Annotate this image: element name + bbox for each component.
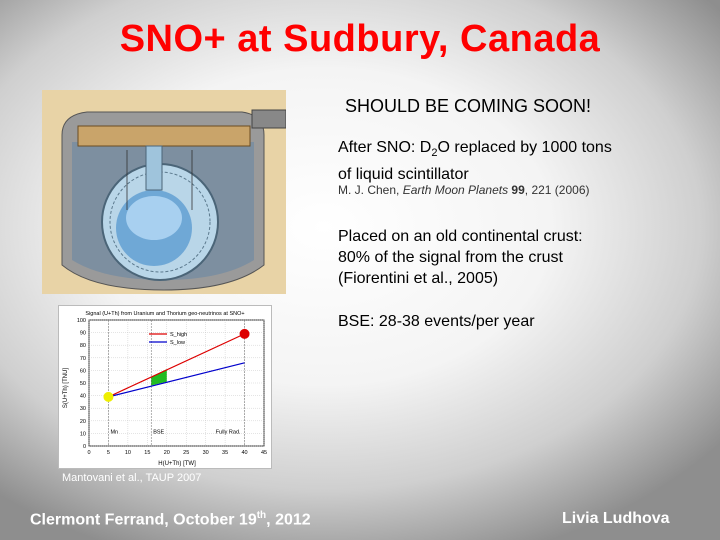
- y-tick-label: 90: [80, 331, 86, 337]
- crust-text-b: 80% of the signal from the crust: [338, 249, 563, 266]
- y-tick-label: 60: [80, 368, 86, 374]
- crust-text-c: (Fiorentini et al., 2005): [338, 270, 499, 287]
- annotation-label: Mn: [110, 429, 118, 435]
- annotation-label: Fully Rad.: [216, 429, 241, 435]
- chart-caption: Mantovani et al., TAUP 2007: [62, 472, 202, 484]
- scintillator-text-a: After SNO: D: [338, 139, 432, 156]
- mn-point: [103, 391, 114, 402]
- ref-journal: Earth Moon Planets: [402, 183, 509, 197]
- x-tick-label: 45: [261, 450, 267, 456]
- x-tick-label: 5: [107, 450, 110, 456]
- footer-date-a: Clermont Ferrand, October 19: [30, 511, 257, 529]
- y-tick-label: 30: [80, 406, 86, 412]
- y-tick-label: 80: [80, 343, 86, 349]
- slide-title: SNO+ at Sudbury, Canada: [119, 18, 601, 60]
- crust-text: Placed on an old continental crust: 80% …: [338, 226, 678, 289]
- footer-location-date: Clermont Ferrand, October 19th, 2012: [30, 510, 311, 529]
- x-tick-label: 25: [183, 450, 189, 456]
- series-line-S_low: [108, 362, 245, 398]
- y-tick-label: 50: [80, 381, 86, 387]
- d2o-subscript: 2: [431, 147, 438, 160]
- y-tick-label: 40: [80, 394, 86, 400]
- y-tick-label: 20: [80, 419, 86, 425]
- fully-rad-point: [239, 328, 250, 339]
- bse-events-text: BSE: 28-38 events/per year: [338, 313, 535, 330]
- coming-soon-text: SHOULD BE COMING SOON!: [345, 96, 592, 116]
- y-tick-label: 70: [80, 356, 86, 362]
- ref-pages: , 221 (2006): [524, 183, 590, 197]
- x-tick-label: 20: [164, 450, 170, 456]
- ref-author: M. J. Chen,: [338, 183, 403, 197]
- scintillator-text-c: of liquid scintillator: [338, 166, 469, 184]
- geoneutrino-signal-chart: Signal (U+Th) from Uranium and Thorium g…: [58, 305, 272, 469]
- detector-drawing: [42, 90, 287, 294]
- ref-volume: 99: [508, 183, 525, 197]
- scintillator-text: After SNO: D2O replaced by 1000 tons of …: [338, 137, 678, 185]
- y-tick-label: 0: [83, 444, 86, 450]
- chart-ylabel: S(U+Th) [TNU]: [63, 368, 69, 409]
- x-tick-label: 10: [125, 450, 131, 456]
- footer-date-sup: th: [256, 510, 267, 521]
- x-tick-label: 35: [222, 450, 228, 456]
- x-tick-label: 15: [144, 450, 150, 456]
- scintillator-text-b: O replaced by 1000 tons: [437, 139, 612, 156]
- series-line-S_high: [108, 333, 245, 398]
- footer-date-b: , 2012: [266, 511, 311, 529]
- crust-text-a: Placed on an old continental crust:: [338, 228, 583, 245]
- legend-label-S_low: S_low: [170, 340, 185, 346]
- x-tick-label: 30: [203, 450, 209, 456]
- footer-author: Livia Ludhova: [562, 510, 670, 527]
- bse-band: [151, 369, 167, 386]
- x-tick-label: 40: [241, 450, 247, 456]
- sno-detector-illustration: [42, 90, 287, 294]
- annotation-label: BSE: [153, 429, 164, 435]
- chart-title: Signal (U+Th) from Uranium and Thorium g…: [85, 311, 244, 317]
- y-tick-label: 100: [77, 318, 86, 324]
- chen-reference: M. J. Chen, Earth Moon Planets 99, 221 (…: [338, 180, 590, 201]
- y-tick-label: 10: [80, 431, 86, 437]
- chart-xlabel: H(U+Th) [TW]: [158, 461, 196, 467]
- chart-svg: Signal (U+Th) from Uranium and Thorium g…: [63, 311, 267, 467]
- x-tick-label: 0: [87, 450, 90, 456]
- legend-label-S_high: S_high: [170, 332, 187, 338]
